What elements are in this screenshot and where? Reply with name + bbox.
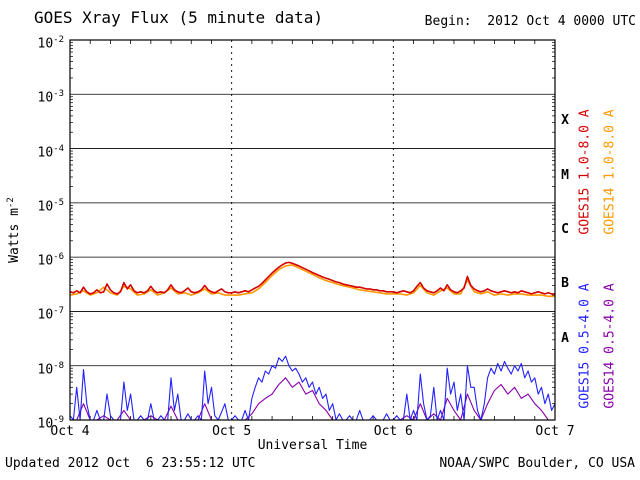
series-goes15-1.0-8.0-a: [69, 261, 555, 295]
flare-class-m: M: [561, 167, 569, 183]
x-axis-title: Universal Time: [257, 438, 368, 453]
updated-timestamp: Updated 2012 Oct 6 23:55:12 UTC: [5, 456, 256, 471]
x-tick-label: Oct 7: [535, 424, 575, 439]
y-tick-label: 10-6: [37, 252, 65, 269]
legend-label-goes14-1.0-8.0-a: GOES14 1.0-8.0 A: [602, 109, 618, 235]
y-tick-label: 10-3: [37, 89, 65, 106]
begin-time-label: Begin: 2012 Oct 4 0000 UTC: [424, 14, 636, 29]
legend-label-goes15-1.0-8.0-a: GOES15 1.0-8.0 A: [577, 109, 593, 235]
series-goes14-1.0-8.0-a: [69, 264, 555, 298]
series-goes14-0.5-4.0-a: [70, 377, 555, 421]
x-tick-label: Oct 4: [50, 424, 90, 439]
x-tick-label: Oct 5: [212, 424, 252, 439]
chart-title: GOES Xray Flux (5 minute data): [34, 8, 323, 27]
flare-class-x: X: [561, 113, 569, 129]
flare-class-c: C: [561, 222, 569, 237]
flare-class-b: B: [561, 276, 569, 292]
y-tick-label: 10-8: [37, 360, 65, 378]
y-tick-label: 10-5: [37, 197, 65, 215]
credit-label: NOAA/SWPC Boulder, CO USA: [439, 456, 635, 471]
x-tick-label: Oct 6: [373, 424, 413, 439]
y-tick-label: 10-2: [37, 35, 65, 52]
y-tick-label: 10-7: [37, 306, 65, 323]
flare-class-a: A: [561, 330, 569, 346]
series-goes15-0.5-4.0-a: [69, 355, 556, 421]
y-tick-label: 10-9: [37, 415, 65, 432]
legend-label-goes14-0.5-4.0-a: GOES14 0.5-4.0 A: [602, 283, 618, 409]
y-tick-label: 10-4: [37, 143, 65, 160]
legend-label-goes15-0.5-4.0-a: GOES15 0.5-4.0 A: [577, 283, 593, 409]
